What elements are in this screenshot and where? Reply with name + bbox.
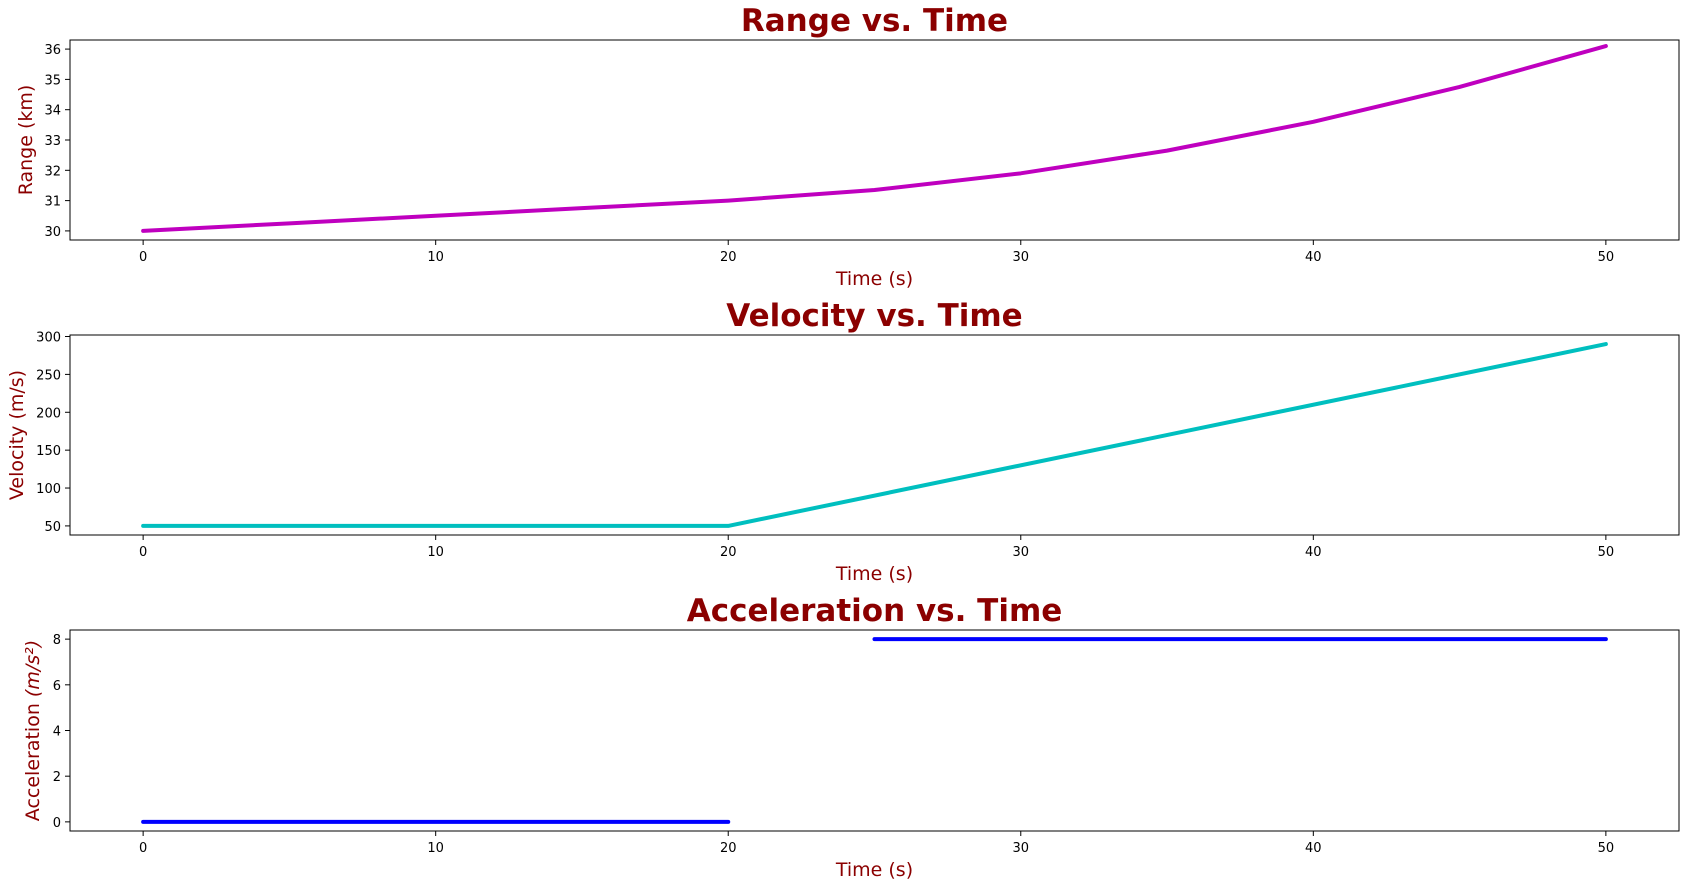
y-axis-label: Acceleration (m/s²) <box>22 640 44 821</box>
y-axis-label: Range (km) <box>15 85 37 196</box>
x-tick-label: 50 <box>1598 545 1615 560</box>
y-axis-label-unit: (m/s²) <box>22 640 44 697</box>
y-tick-label: 30 <box>44 225 61 240</box>
x-tick-label: 0 <box>139 545 147 560</box>
y-tick-label: 36 <box>44 43 61 58</box>
axes-frame <box>69 334 1680 536</box>
x-tick-label: 0 <box>139 250 147 265</box>
x-tick-label: 30 <box>1012 841 1029 856</box>
x-tick-label: 10 <box>427 841 444 856</box>
axes-frame <box>69 629 1680 832</box>
x-tick-label: 40 <box>1305 841 1322 856</box>
y-tick-label: 4 <box>53 725 61 740</box>
y-tick-label: 100 <box>36 482 61 497</box>
chart-title: Range vs. Time <box>741 3 1008 39</box>
x-tick-label: 40 <box>1305 545 1322 560</box>
y-tick-label: 0 <box>53 816 61 831</box>
y-tick-label: 31 <box>44 195 61 210</box>
y-tick-label: 300 <box>36 331 61 346</box>
x-tick-label: 30 <box>1012 545 1029 560</box>
series-line-1 <box>141 342 1608 528</box>
y-tick-label: 50 <box>44 520 61 535</box>
y-tick-label: 32 <box>44 164 61 179</box>
x-axis-label: Time (s) <box>835 859 913 881</box>
x-tick-label: 20 <box>720 545 737 560</box>
x-tick-label: 50 <box>1598 250 1615 265</box>
axes-frame <box>69 39 1680 241</box>
chart-panel-3: Acceleration vs. Time 0 10 20 30 40 50 0 2 4 6 8 Tim… <box>22 593 1680 881</box>
x-tick-label: 30 <box>1012 250 1029 265</box>
x-axis-label: Time (s) <box>835 563 913 585</box>
chart-panel-1: Range vs. Time 0 10 20 30 40 50 30 31 32 33 34 35 36 T… <box>15 3 1680 290</box>
x-tick-label: 40 <box>1305 250 1322 265</box>
x-tick-label: 10 <box>427 545 444 560</box>
y-tick-label: 34 <box>44 104 61 119</box>
y-tick-label: 2 <box>53 770 61 785</box>
y-tick-label: 33 <box>44 134 61 149</box>
x-tick-label: 0 <box>139 841 147 856</box>
chart-panel-2: Velocity vs. Time 0 10 20 30 40 50 50 100 150 200 2… <box>6 298 1680 585</box>
x-tick-label: 50 <box>1598 841 1615 856</box>
series-line-1 <box>141 44 1608 233</box>
y-tick-label: 250 <box>36 368 61 383</box>
chart-title: Velocity vs. Time <box>726 298 1022 334</box>
x-tick-label: 20 <box>720 841 737 856</box>
y-tick-label: 150 <box>36 444 61 459</box>
y-tick-label: 8 <box>53 633 61 648</box>
y-tick-label: 200 <box>36 406 61 421</box>
y-axis-label: Velocity (m/s) <box>6 370 28 500</box>
y-axis-label-text: Acceleration <box>22 703 44 821</box>
chart-title: Acceleration vs. Time <box>687 593 1063 629</box>
x-tick-label: 10 <box>427 250 444 265</box>
x-axis-label: Time (s) <box>835 268 913 290</box>
x-tick-label: 20 <box>720 250 737 265</box>
y-tick-label: 6 <box>53 679 61 694</box>
y-tick-label: 35 <box>44 73 61 88</box>
